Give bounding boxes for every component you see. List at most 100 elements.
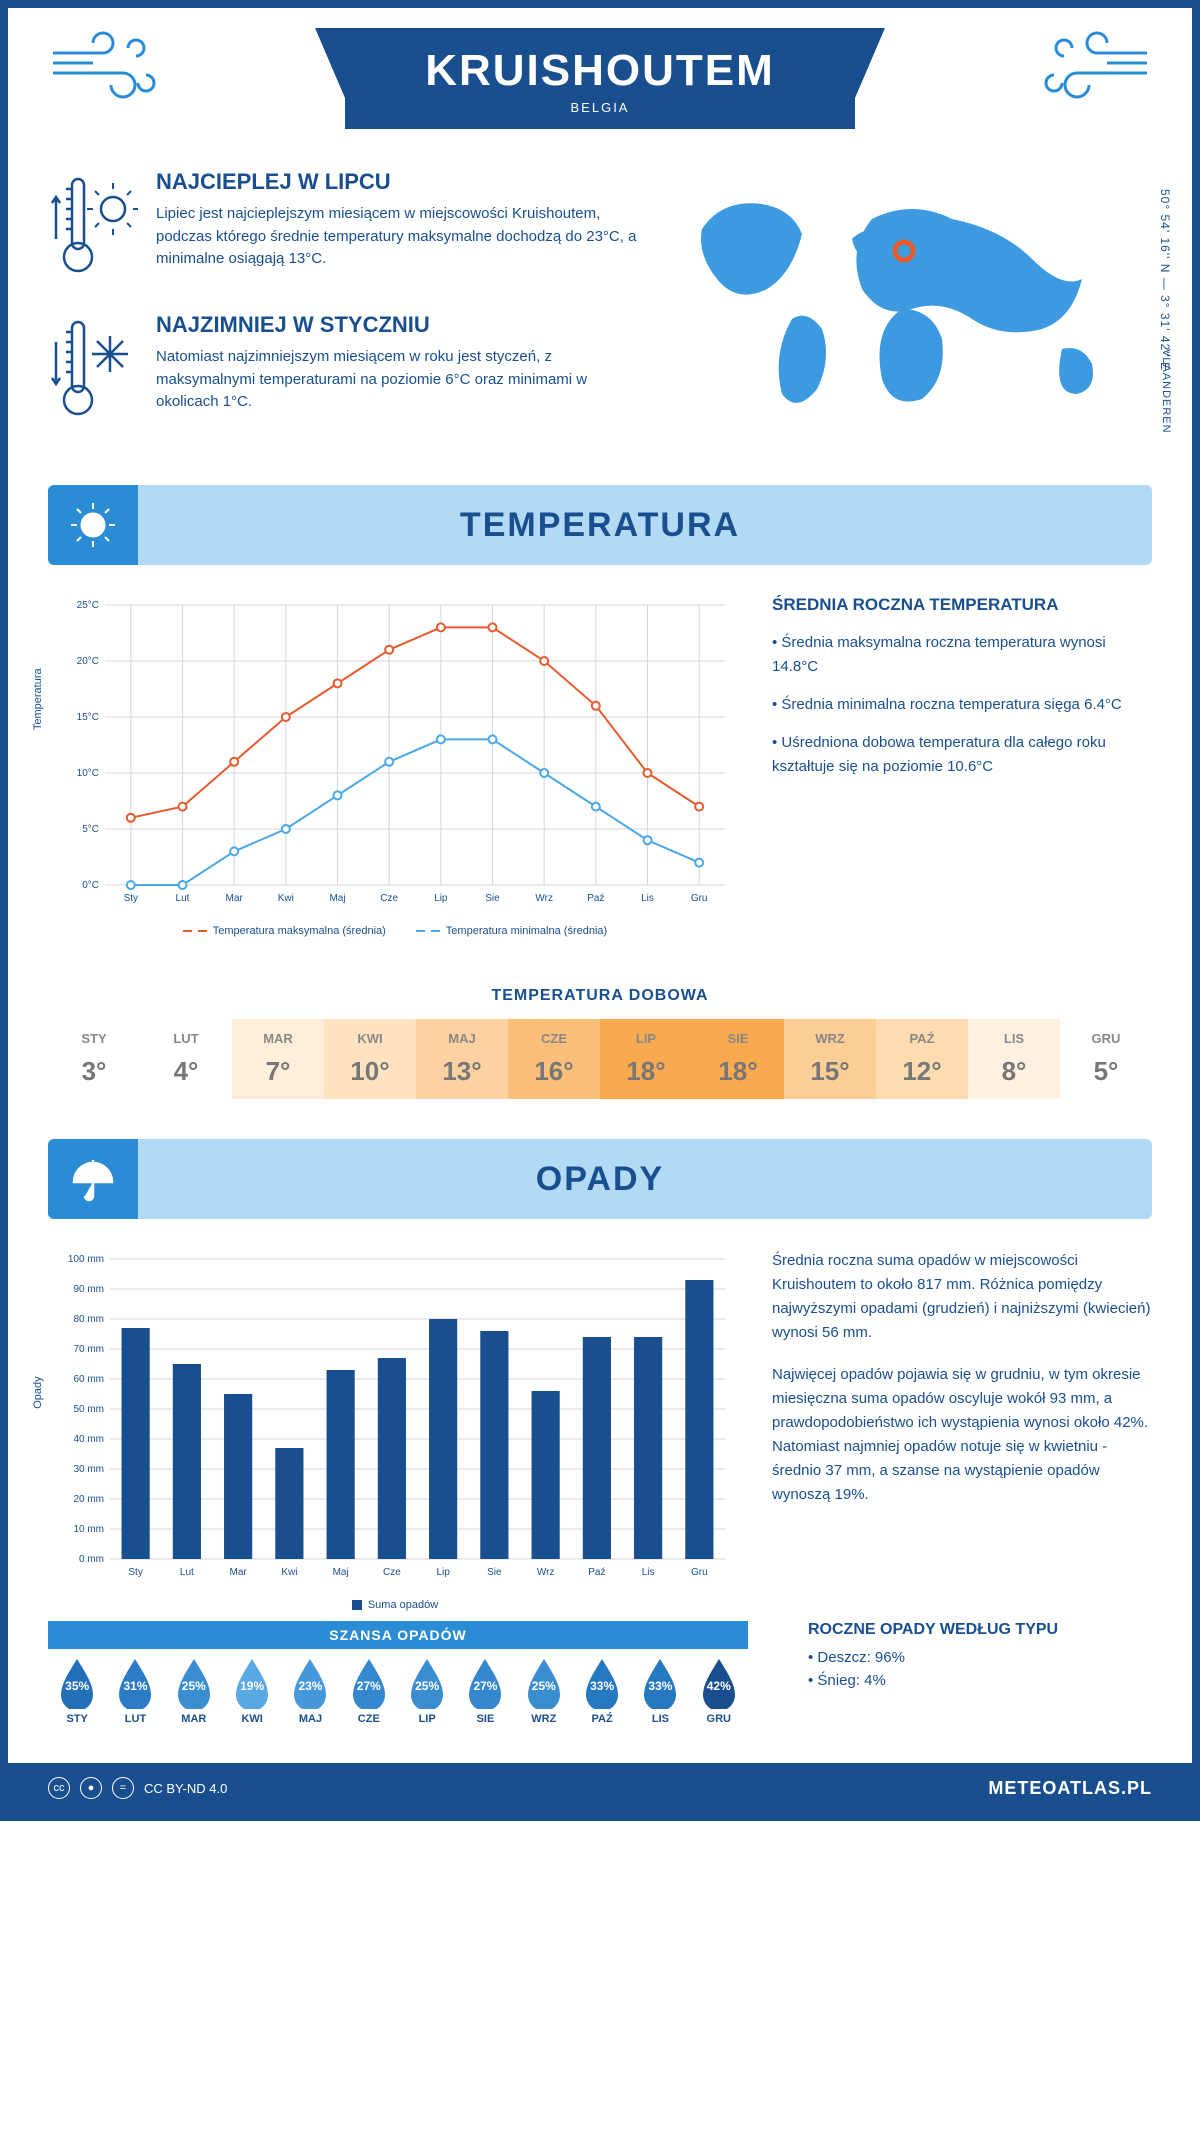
svg-text:Sie: Sie bbox=[487, 1567, 502, 1578]
daily-cell: LIS 8° bbox=[968, 1019, 1060, 1099]
svg-text:Lip: Lip bbox=[434, 893, 448, 904]
svg-text:Kwi: Kwi bbox=[278, 893, 294, 904]
svg-text:20 mm: 20 mm bbox=[73, 1494, 104, 1505]
svg-text:40 mm: 40 mm bbox=[73, 1434, 104, 1445]
chance-cell: 25% LIP bbox=[398, 1649, 456, 1733]
daily-cell: MAJ 13° bbox=[416, 1019, 508, 1099]
fact-cold-text: Natomiast najzimniejszym miesiącem w rok… bbox=[156, 346, 642, 414]
section-title-temp: TEMPERATURA bbox=[138, 506, 1152, 545]
svg-text:Mar: Mar bbox=[226, 893, 244, 904]
svg-text:Gru: Gru bbox=[691, 893, 708, 904]
daily-temp-title: TEMPERATURA DOBOWA bbox=[8, 987, 1192, 1005]
fact-coldest: NAJZIMNIEJ W STYCZNIU Natomiast najzimni… bbox=[48, 312, 642, 427]
chance-cell: 25% MAR bbox=[165, 1649, 223, 1733]
svg-text:Lis: Lis bbox=[642, 1567, 655, 1578]
temperature-line-chart: Temperatura 0°C5°C10°C15°C20°C25°CStyLut… bbox=[48, 595, 742, 937]
daily-cell: STY 3° bbox=[48, 1019, 140, 1099]
thermometer-snow-icon bbox=[48, 312, 138, 427]
fact-hot-title: NAJCIEPLEJ W LIPCU bbox=[156, 169, 642, 195]
daily-cell: SIE 18° bbox=[692, 1019, 784, 1099]
title-banner: KRUISHOUTEM BELGIA bbox=[345, 28, 855, 129]
fact-hottest: NAJCIEPLEJ W LIPCU Lipiec jest najcieple… bbox=[48, 169, 642, 284]
y-axis-label: Opady bbox=[32, 1376, 44, 1408]
daily-temp-table: STY 3° LUT 4° MAR 7° KWI 10° MAJ 13° CZE… bbox=[48, 1019, 1152, 1099]
svg-text:Cze: Cze bbox=[383, 1567, 401, 1578]
daily-cell: LIP 18° bbox=[600, 1019, 692, 1099]
precipitation-chance-table: SZANSA OPADÓW 35% STY 31% LUT 25% MAR 19… bbox=[48, 1621, 748, 1733]
y-axis-label: Temperatura bbox=[32, 668, 44, 730]
svg-text:20°C: 20°C bbox=[77, 656, 99, 667]
country-subtitle: BELGIA bbox=[425, 100, 775, 115]
temp-summary-title: ŚREDNIA ROCZNA TEMPERATURA bbox=[772, 595, 1152, 615]
daily-cell: KWI 10° bbox=[324, 1019, 416, 1099]
precipitation-type-summary: ROCZNE OPADY WEDŁUG TYPU • Deszcz: 96% •… bbox=[808, 1621, 1058, 1695]
coordinates: 50° 54' 16'' N — 3° 31' 42'' E bbox=[1158, 189, 1172, 371]
svg-text:Maj: Maj bbox=[333, 1567, 349, 1578]
svg-text:70 mm: 70 mm bbox=[73, 1344, 104, 1355]
temperature-summary: ŚREDNIA ROCZNA TEMPERATURA • Średnia mak… bbox=[772, 595, 1152, 937]
daily-cell: CZE 16° bbox=[508, 1019, 600, 1099]
daily-cell: WRZ 15° bbox=[784, 1019, 876, 1099]
site-name: METEOATLAS.PL bbox=[988, 1778, 1152, 1799]
chance-cell: 23% MAJ bbox=[281, 1649, 339, 1733]
svg-text:80 mm: 80 mm bbox=[73, 1314, 104, 1325]
svg-text:Lis: Lis bbox=[641, 893, 654, 904]
chart-legend: Temperatura maksymalna (średnia) Tempera… bbox=[48, 925, 742, 937]
svg-text:Kwi: Kwi bbox=[281, 1567, 297, 1578]
footer: cc ● = CC BY-ND 4.0 METEOATLAS.PL bbox=[8, 1763, 1192, 1813]
wind-icon bbox=[38, 28, 168, 108]
by-icon: ● bbox=[80, 1777, 102, 1799]
svg-text:Gru: Gru bbox=[691, 1567, 708, 1578]
precipitation-summary: Średnia roczna suma opadów w miejscowośc… bbox=[772, 1249, 1152, 1611]
svg-text:90 mm: 90 mm bbox=[73, 1284, 104, 1295]
section-header-precip: OPADY bbox=[48, 1139, 1152, 1219]
svg-text:Mar: Mar bbox=[230, 1567, 248, 1578]
svg-text:Maj: Maj bbox=[329, 893, 345, 904]
svg-text:25°C: 25°C bbox=[77, 600, 99, 611]
chance-cell: 19% KWI bbox=[223, 1649, 281, 1733]
world-map: 50° 54' 16'' N — 3° 31' 42'' E VLAANDERE… bbox=[672, 169, 1152, 455]
svg-text:100 mm: 100 mm bbox=[68, 1254, 104, 1265]
daily-cell: PAŹ 12° bbox=[876, 1019, 968, 1099]
chance-cell: 25% WRZ bbox=[515, 1649, 573, 1733]
header: KRUISHOUTEM BELGIA bbox=[8, 8, 1192, 169]
daily-cell: MAR 7° bbox=[232, 1019, 324, 1099]
svg-text:Sty: Sty bbox=[128, 1567, 142, 1578]
chance-title: SZANSA OPADÓW bbox=[48, 1621, 748, 1649]
daily-cell: GRU 5° bbox=[1060, 1019, 1152, 1099]
svg-text:0 mm: 0 mm bbox=[79, 1554, 104, 1565]
section-header-temp: TEMPERATURA bbox=[48, 485, 1152, 565]
svg-text:Cze: Cze bbox=[380, 893, 398, 904]
svg-text:30 mm: 30 mm bbox=[73, 1464, 104, 1475]
svg-text:Lut: Lut bbox=[180, 1567, 194, 1578]
fact-cold-title: NAJZIMNIEJ W STYCZNIU bbox=[156, 312, 642, 338]
section-title-precip: OPADY bbox=[138, 1160, 1152, 1199]
svg-text:10°C: 10°C bbox=[77, 768, 99, 779]
chance-cell: 42% GRU bbox=[690, 1649, 748, 1733]
svg-text:Wrz: Wrz bbox=[535, 893, 553, 904]
chance-cell: 35% STY bbox=[48, 1649, 106, 1733]
svg-text:15°C: 15°C bbox=[77, 712, 99, 723]
svg-text:Wrz: Wrz bbox=[537, 1567, 555, 1578]
city-title: KRUISHOUTEM bbox=[425, 46, 775, 96]
chart-legend: Suma opadów bbox=[48, 1599, 742, 1611]
chance-cell: 27% CZE bbox=[340, 1649, 398, 1733]
region-label: VLAANDEREN bbox=[1160, 349, 1172, 434]
thermometer-sun-icon bbox=[48, 169, 138, 284]
precip-type-title: ROCZNE OPADY WEDŁUG TYPU bbox=[808, 1621, 1058, 1639]
chance-cell: 33% LIS bbox=[631, 1649, 689, 1733]
chance-cell: 33% PAŹ bbox=[573, 1649, 631, 1733]
svg-text:0°C: 0°C bbox=[82, 880, 99, 891]
precipitation-bar-chart: Opady 0 mm10 mm20 mm30 mm40 mm50 mm60 mm… bbox=[48, 1249, 742, 1611]
svg-text:5°C: 5°C bbox=[82, 824, 99, 835]
svg-text:50 mm: 50 mm bbox=[73, 1404, 104, 1415]
cc-icon: cc bbox=[48, 1777, 70, 1799]
fact-hot-text: Lipiec jest najcieplejszym miesiącem w m… bbox=[156, 203, 642, 271]
svg-text:10 mm: 10 mm bbox=[73, 1524, 104, 1535]
svg-text:Sie: Sie bbox=[485, 893, 500, 904]
chance-cell: 27% SIE bbox=[456, 1649, 514, 1733]
svg-text:Lip: Lip bbox=[436, 1567, 450, 1578]
svg-text:Paź: Paź bbox=[588, 1567, 605, 1578]
chance-cell: 31% LUT bbox=[106, 1649, 164, 1733]
daily-cell: LUT 4° bbox=[140, 1019, 232, 1099]
